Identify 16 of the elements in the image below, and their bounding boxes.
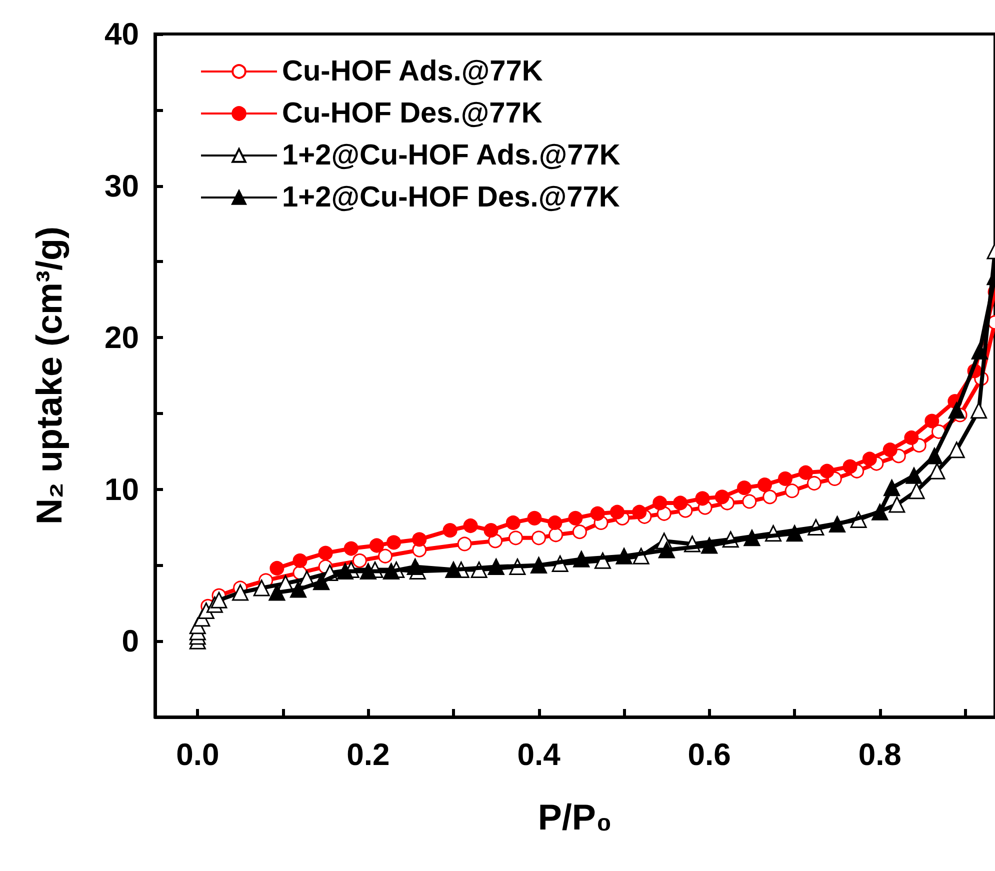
x-tick-label: 0.6 — [688, 737, 731, 772]
y-tick-label: 20 — [104, 320, 139, 356]
y-tick-label: 0 — [122, 624, 139, 659]
y-axis-title: N₂ uptake (cm³/g) — [28, 226, 70, 525]
legend-label: 1+2@Cu-HOF Ads.@77K — [282, 140, 620, 172]
x-tick-label: 0.8 — [858, 737, 902, 772]
legend-label: 1+2@Cu-HOF Des.@77K — [282, 182, 620, 214]
legend-label: Cu-HOF Des.@77K — [282, 98, 542, 130]
legend-label: Cu-HOF Ads.@77K — [282, 56, 543, 88]
x-axis-title: P/P₀ — [538, 796, 612, 838]
y-tick-label: 30 — [104, 168, 139, 204]
y-tick-label: 40 — [104, 16, 139, 52]
x-tick-label: 0.4 — [517, 737, 562, 772]
y-tick-label: 10 — [104, 472, 139, 507]
x-tick-label: 0.0 — [176, 737, 220, 772]
x-tick-label: 0.2 — [346, 737, 390, 772]
